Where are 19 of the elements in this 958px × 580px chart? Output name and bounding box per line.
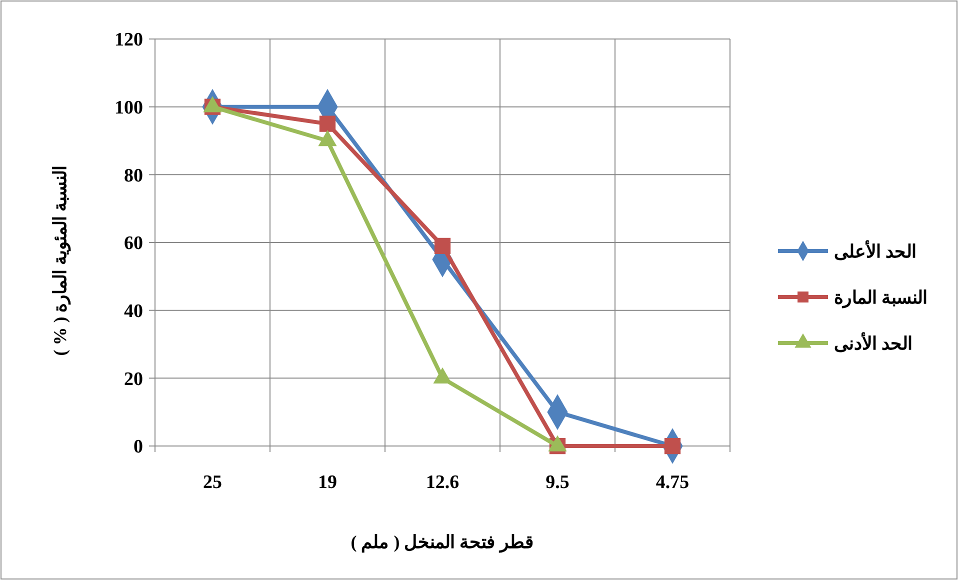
x-tick-label: 9.5 — [546, 472, 570, 493]
y-tick-label: 100 — [114, 97, 143, 118]
legend-label: الحد الأدنى — [834, 331, 912, 354]
x-tick-label: 12.6 — [426, 472, 460, 493]
x-tick-label: 4.75 — [656, 472, 690, 493]
x-tick-label: 25 — [203, 472, 222, 493]
y-tick-label: 80 — [124, 165, 143, 186]
point — [319, 116, 336, 132]
x-axis-title: قطر فتحة المنخل ( ملم ) — [350, 532, 534, 553]
y-tick-label: 60 — [124, 233, 143, 254]
point — [434, 238, 451, 254]
legend-label: النسبة المارة — [834, 287, 928, 308]
y-tick-label: 120 — [114, 30, 143, 51]
y-tick-label: 0 — [134, 436, 143, 458]
y-axis-title: النسبة المئوية المارة ( % ) — [50, 165, 71, 356]
legend-label: الحد الأعلى — [834, 239, 916, 262]
y-tick-label: 20 — [124, 368, 143, 390]
y-tick-label: 40 — [124, 300, 143, 322]
x-tick-label: 19 — [318, 472, 337, 493]
